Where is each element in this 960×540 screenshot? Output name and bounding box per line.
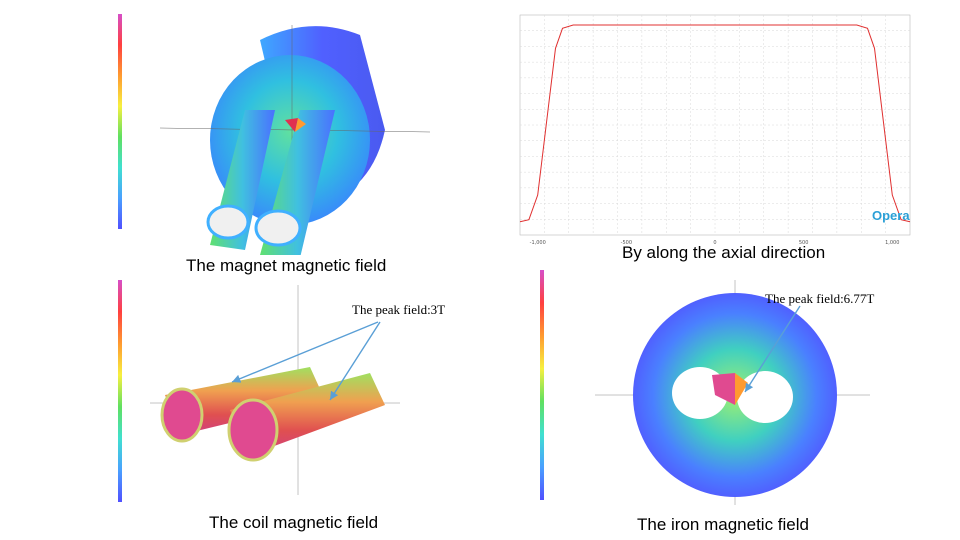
- series-line: [519, 24, 911, 223]
- magnet-legend-bar: [118, 14, 122, 229]
- caption-magnet: The magnet magnetic field: [186, 256, 387, 275]
- x-tick-label: 1,000: [885, 240, 899, 246]
- x-tick-label: 500: [799, 240, 809, 246]
- caption-axial: By along the axial direction: [622, 243, 826, 262]
- caption-iron: The iron magnetic field: [637, 515, 809, 534]
- magnet-render: [159, 25, 431, 255]
- coil-peak-note: The peak field:3T: [352, 302, 446, 317]
- plot-grid: [520, 15, 910, 235]
- coil-arrow-left: [231, 321, 379, 383]
- caption-coil: The coil magnetic field: [209, 513, 379, 532]
- coil-render: [150, 285, 400, 495]
- iron-render: [595, 280, 870, 505]
- coil-arrow-right: [329, 321, 381, 401]
- iron-arrow: [744, 305, 801, 393]
- iron-peak-note: The peak field:6.77T: [765, 291, 875, 306]
- coil-legend-bar: [118, 280, 122, 502]
- axial-field-chart: -1,000 -500 0 500 1,000: [519, 14, 911, 246]
- x-tick-label: -1,000: [530, 240, 546, 246]
- opera-logo: Opera: [872, 208, 910, 223]
- x-tick-label: 0: [713, 240, 716, 246]
- x-tick-label: -500: [621, 240, 632, 246]
- x-tick-labels: -1,000 -500 0 500 1,000: [530, 240, 900, 246]
- iron-legend-bar: [540, 270, 544, 500]
